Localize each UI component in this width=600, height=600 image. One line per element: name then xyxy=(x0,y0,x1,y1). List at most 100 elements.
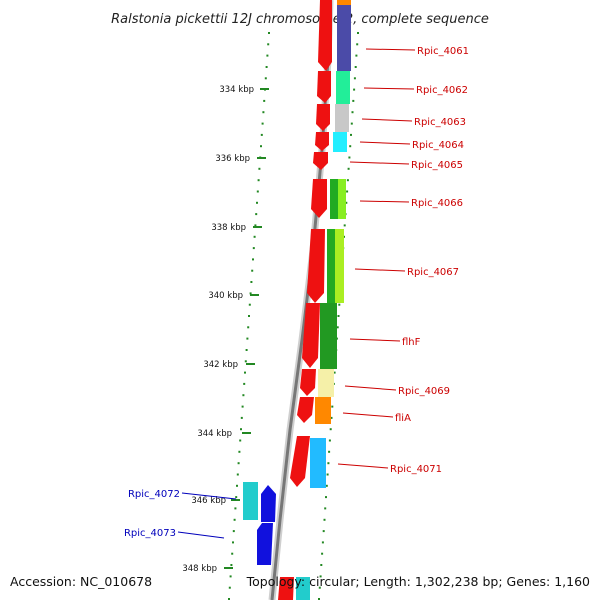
scale-dotted-line xyxy=(228,32,270,600)
dot xyxy=(260,145,262,148)
gene-label-rpic-4062[interactable]: Rpic_4062 xyxy=(416,85,468,96)
dot xyxy=(252,247,255,250)
dot xyxy=(262,111,265,114)
cog-bar-rpic-4066b xyxy=(338,179,346,219)
gene-arrow-rpic-4067[interactable] xyxy=(307,229,325,303)
dot xyxy=(350,133,352,136)
dot xyxy=(318,586,321,589)
dot xyxy=(329,428,332,431)
dot xyxy=(244,360,247,363)
dot xyxy=(240,416,243,419)
dot xyxy=(243,382,246,385)
gene-labels-right: Rpic_4061 Rpic_4062 Rpic_4063 Rpic_4064 … xyxy=(337,46,469,475)
tick-346: 346 kbp xyxy=(191,496,240,506)
cog-bar-rpic-4066a xyxy=(330,179,339,219)
gene-arrow-rpic-4064[interactable] xyxy=(315,132,329,151)
dot xyxy=(230,564,233,566)
dot xyxy=(328,439,331,442)
gene-arrow-bottom-partial[interactable] xyxy=(278,577,294,600)
dot xyxy=(348,156,351,159)
dot xyxy=(232,530,235,533)
dot xyxy=(333,371,336,374)
gene-label-rpic-4067[interactable]: Rpic_4067 xyxy=(407,267,459,278)
gene-label-rpic-4069[interactable]: Rpic_4069 xyxy=(398,386,450,397)
dot xyxy=(330,416,333,419)
dot xyxy=(260,133,263,136)
dot xyxy=(337,315,340,317)
gene-arrow-rpic-4071[interactable] xyxy=(290,436,310,487)
tick-label-338: 338 kbp xyxy=(211,223,246,233)
dot xyxy=(244,371,246,374)
gene-label-rpic-4065[interactable]: Rpic_4065 xyxy=(411,160,463,171)
dot xyxy=(265,66,268,68)
gene-arrow-rpic-4072[interactable] xyxy=(261,485,276,522)
dot xyxy=(331,405,334,408)
dot xyxy=(257,179,260,182)
dot xyxy=(356,43,359,46)
tick-342: 342 kbp xyxy=(203,360,255,370)
cog-bar-rpic-4067b xyxy=(335,229,344,303)
gene-arrow-flia[interactable] xyxy=(297,397,314,423)
gene-label-rpic-4066[interactable]: Rpic_4066 xyxy=(411,198,463,209)
tick-336: 336 kbp xyxy=(215,154,266,164)
gene-arrow-rpic-4062[interactable] xyxy=(317,71,331,103)
dot xyxy=(247,326,250,329)
dot xyxy=(251,269,254,272)
tick-348: 348 kbp xyxy=(182,564,233,574)
dot xyxy=(322,530,325,533)
dot xyxy=(338,303,341,306)
dot xyxy=(267,43,270,46)
gene-arrow-rpic-4069[interactable] xyxy=(300,369,316,396)
tick-344: 344 kbp xyxy=(197,429,251,439)
dot xyxy=(343,224,346,227)
dot xyxy=(234,507,237,510)
dot xyxy=(250,281,253,283)
tick-label-348: 348 kbp xyxy=(182,564,217,574)
gene-label-rpic-4064[interactable]: Rpic_4064 xyxy=(412,140,464,151)
dot xyxy=(268,32,270,34)
gene-arrow-rpic-4065[interactable] xyxy=(313,152,328,170)
cog-bar-rpic-4072 xyxy=(243,482,258,520)
gene-label-rpic-4071[interactable]: Rpic_4071 xyxy=(390,464,442,475)
gene-label-rpic-4061[interactable]: Rpic_4061 xyxy=(417,46,469,57)
dot xyxy=(352,99,355,102)
dot xyxy=(240,428,242,431)
dot xyxy=(246,337,249,340)
dot xyxy=(255,213,258,216)
scale-ticks: 334 kbp 336 kbp 338 kbp 340 kbp 342 kbp … xyxy=(182,85,269,574)
dot xyxy=(325,484,328,487)
dot xyxy=(239,439,242,442)
cog-bar-rpic-4061 xyxy=(337,5,351,71)
dot xyxy=(242,394,245,397)
map-title: Ralstonia pickettii 12J chromosome 2, co… xyxy=(111,12,489,27)
dot xyxy=(328,450,331,453)
dot xyxy=(252,258,254,261)
gene-label-flhf[interactable]: flhF xyxy=(402,337,421,348)
gene-arrow-rpic-4066[interactable] xyxy=(311,179,327,218)
dot xyxy=(321,552,324,555)
tick-label-334: 334 kbp xyxy=(219,85,254,95)
dot xyxy=(323,518,326,521)
dot xyxy=(320,564,323,566)
gene-label-flia[interactable]: fliA xyxy=(395,413,411,424)
dot xyxy=(249,292,252,295)
gene-label-rpic-4072[interactable]: Rpic_4072 xyxy=(128,489,180,500)
gene-arrow-rpic-4063[interactable] xyxy=(316,104,330,131)
dot xyxy=(261,122,264,125)
dot xyxy=(266,54,269,57)
strand-genes-right xyxy=(278,0,332,600)
cog-bar-bottom xyxy=(296,577,310,600)
dot xyxy=(347,167,350,170)
gene-label-rpic-4073[interactable]: Rpic_4073 xyxy=(124,528,176,539)
dot xyxy=(324,507,327,510)
strand-genes-left xyxy=(243,482,276,565)
gene-arrow-rpic-4073[interactable] xyxy=(257,523,273,565)
gene-arrow-flhf[interactable] xyxy=(302,303,320,368)
tick-label-342: 342 kbp xyxy=(203,360,238,370)
dot xyxy=(336,326,339,329)
gene-arrow-rpic-4061[interactable] xyxy=(318,0,332,71)
gene-label-rpic-4063[interactable]: Rpic_4063 xyxy=(414,117,466,128)
tick-label-346: 346 kbp xyxy=(191,496,226,506)
dot xyxy=(254,224,257,227)
